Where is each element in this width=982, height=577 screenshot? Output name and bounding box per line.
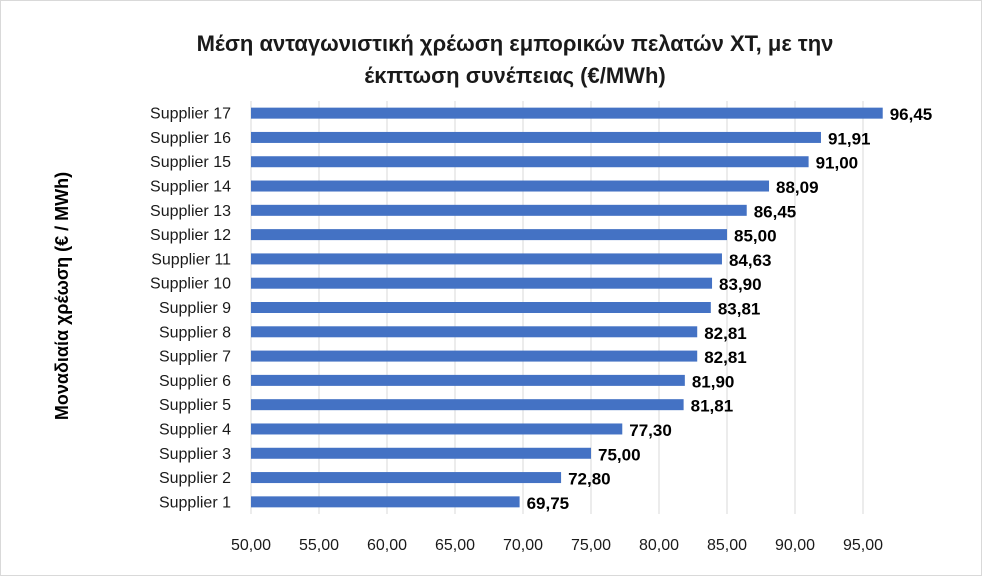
bar-11 [251, 253, 722, 265]
data-label-15: 91,00 [816, 154, 859, 173]
category-label-2: Supplier 2 [159, 470, 231, 487]
bar-6 [251, 374, 685, 386]
category-label-16: Supplier 16 [150, 130, 231, 147]
y-axis-label: Μοναδιαία χρέωση (€ / MWh) [52, 172, 72, 420]
chart-title-line-1: Μέση ανταγωνιστική χρέωση εμπορικών πελα… [197, 31, 834, 56]
data-label-9: 83,81 [718, 300, 761, 319]
data-label-16: 91,91 [828, 129, 871, 148]
data-label-8: 82,81 [704, 324, 747, 343]
x-tick-label-4: 70,00 [503, 537, 543, 554]
data-label-17: 96,45 [890, 105, 933, 124]
category-label-11: Supplier 11 [151, 251, 231, 268]
category-label-1: Supplier 1 [159, 494, 231, 511]
bar-15 [251, 156, 809, 168]
bar-3 [251, 447, 591, 459]
bar-1 [251, 496, 520, 508]
category-label-6: Supplier 6 [159, 373, 231, 390]
data-label-5: 81,81 [691, 397, 734, 416]
x-tick-label-2: 60,00 [367, 537, 407, 554]
x-tick-labels: 50,00 55,00 60,00 65,00 70,00 75,00 80,00 85,00… [231, 537, 883, 554]
x-tick-label-3: 65,00 [435, 537, 475, 554]
category-labels: Supplier 1 Supplier 2 Supplier 3 Supplier 4… [150, 106, 231, 512]
category-label-10: Supplier 10 [150, 276, 231, 293]
data-label-4: 77,30 [629, 421, 672, 440]
x-tick-label-7: 85,00 [707, 537, 747, 554]
bar-13 [251, 204, 747, 216]
data-label-1: 69,75 [527, 494, 570, 513]
category-label-9: Supplier 9 [159, 300, 231, 317]
category-label-8: Supplier 8 [159, 324, 231, 341]
x-tick-label-9: 95,00 [843, 537, 883, 554]
bar-12 [251, 229, 727, 241]
category-label-15: Supplier 15 [150, 154, 231, 171]
data-label-14: 88,09 [776, 178, 819, 197]
x-tick-label-8: 90,00 [775, 537, 815, 554]
data-label-2: 72,80 [568, 470, 611, 489]
category-label-14: Supplier 14 [150, 179, 231, 196]
data-label-10: 83,90 [719, 275, 762, 294]
data-label-13: 86,45 [754, 202, 797, 221]
category-label-17: Supplier 17 [150, 106, 231, 123]
category-label-13: Supplier 13 [150, 203, 231, 220]
bar-14 [251, 180, 770, 192]
bar-7 [251, 350, 698, 362]
bar-4 [251, 423, 623, 435]
data-labels: 69,75 72,80 75,00 77,30 81,81 81,90 82,81 82,81… [527, 105, 933, 513]
data-label-12: 85,00 [734, 227, 777, 246]
x-tick-label-5: 75,00 [571, 537, 611, 554]
x-tick-label-0: 50,00 [231, 537, 271, 554]
bar-17 [251, 107, 883, 119]
data-label-3: 75,00 [598, 445, 641, 464]
x-tick-label-1: 55,00 [299, 537, 339, 554]
bar-10 [251, 277, 713, 289]
bars [251, 107, 883, 508]
data-label-6: 81,90 [692, 372, 735, 391]
bar-8 [251, 326, 698, 338]
bar-16 [251, 131, 821, 143]
category-label-12: Supplier 12 [150, 227, 231, 244]
data-label-7: 82,81 [704, 348, 747, 367]
data-label-11: 84,63 [729, 251, 772, 270]
chart-title-line-2: έκπτωση συνέπειας (€/MWh) [364, 63, 665, 88]
category-label-3: Supplier 3 [159, 446, 231, 463]
x-tick-label-6: 80,00 [639, 537, 679, 554]
bar-5 [251, 399, 684, 411]
category-label-7: Supplier 7 [159, 349, 231, 366]
bar-2 [251, 472, 562, 484]
category-label-4: Supplier 4 [159, 421, 231, 438]
bar-9 [251, 302, 711, 313]
category-label-5: Supplier 5 [159, 397, 231, 414]
